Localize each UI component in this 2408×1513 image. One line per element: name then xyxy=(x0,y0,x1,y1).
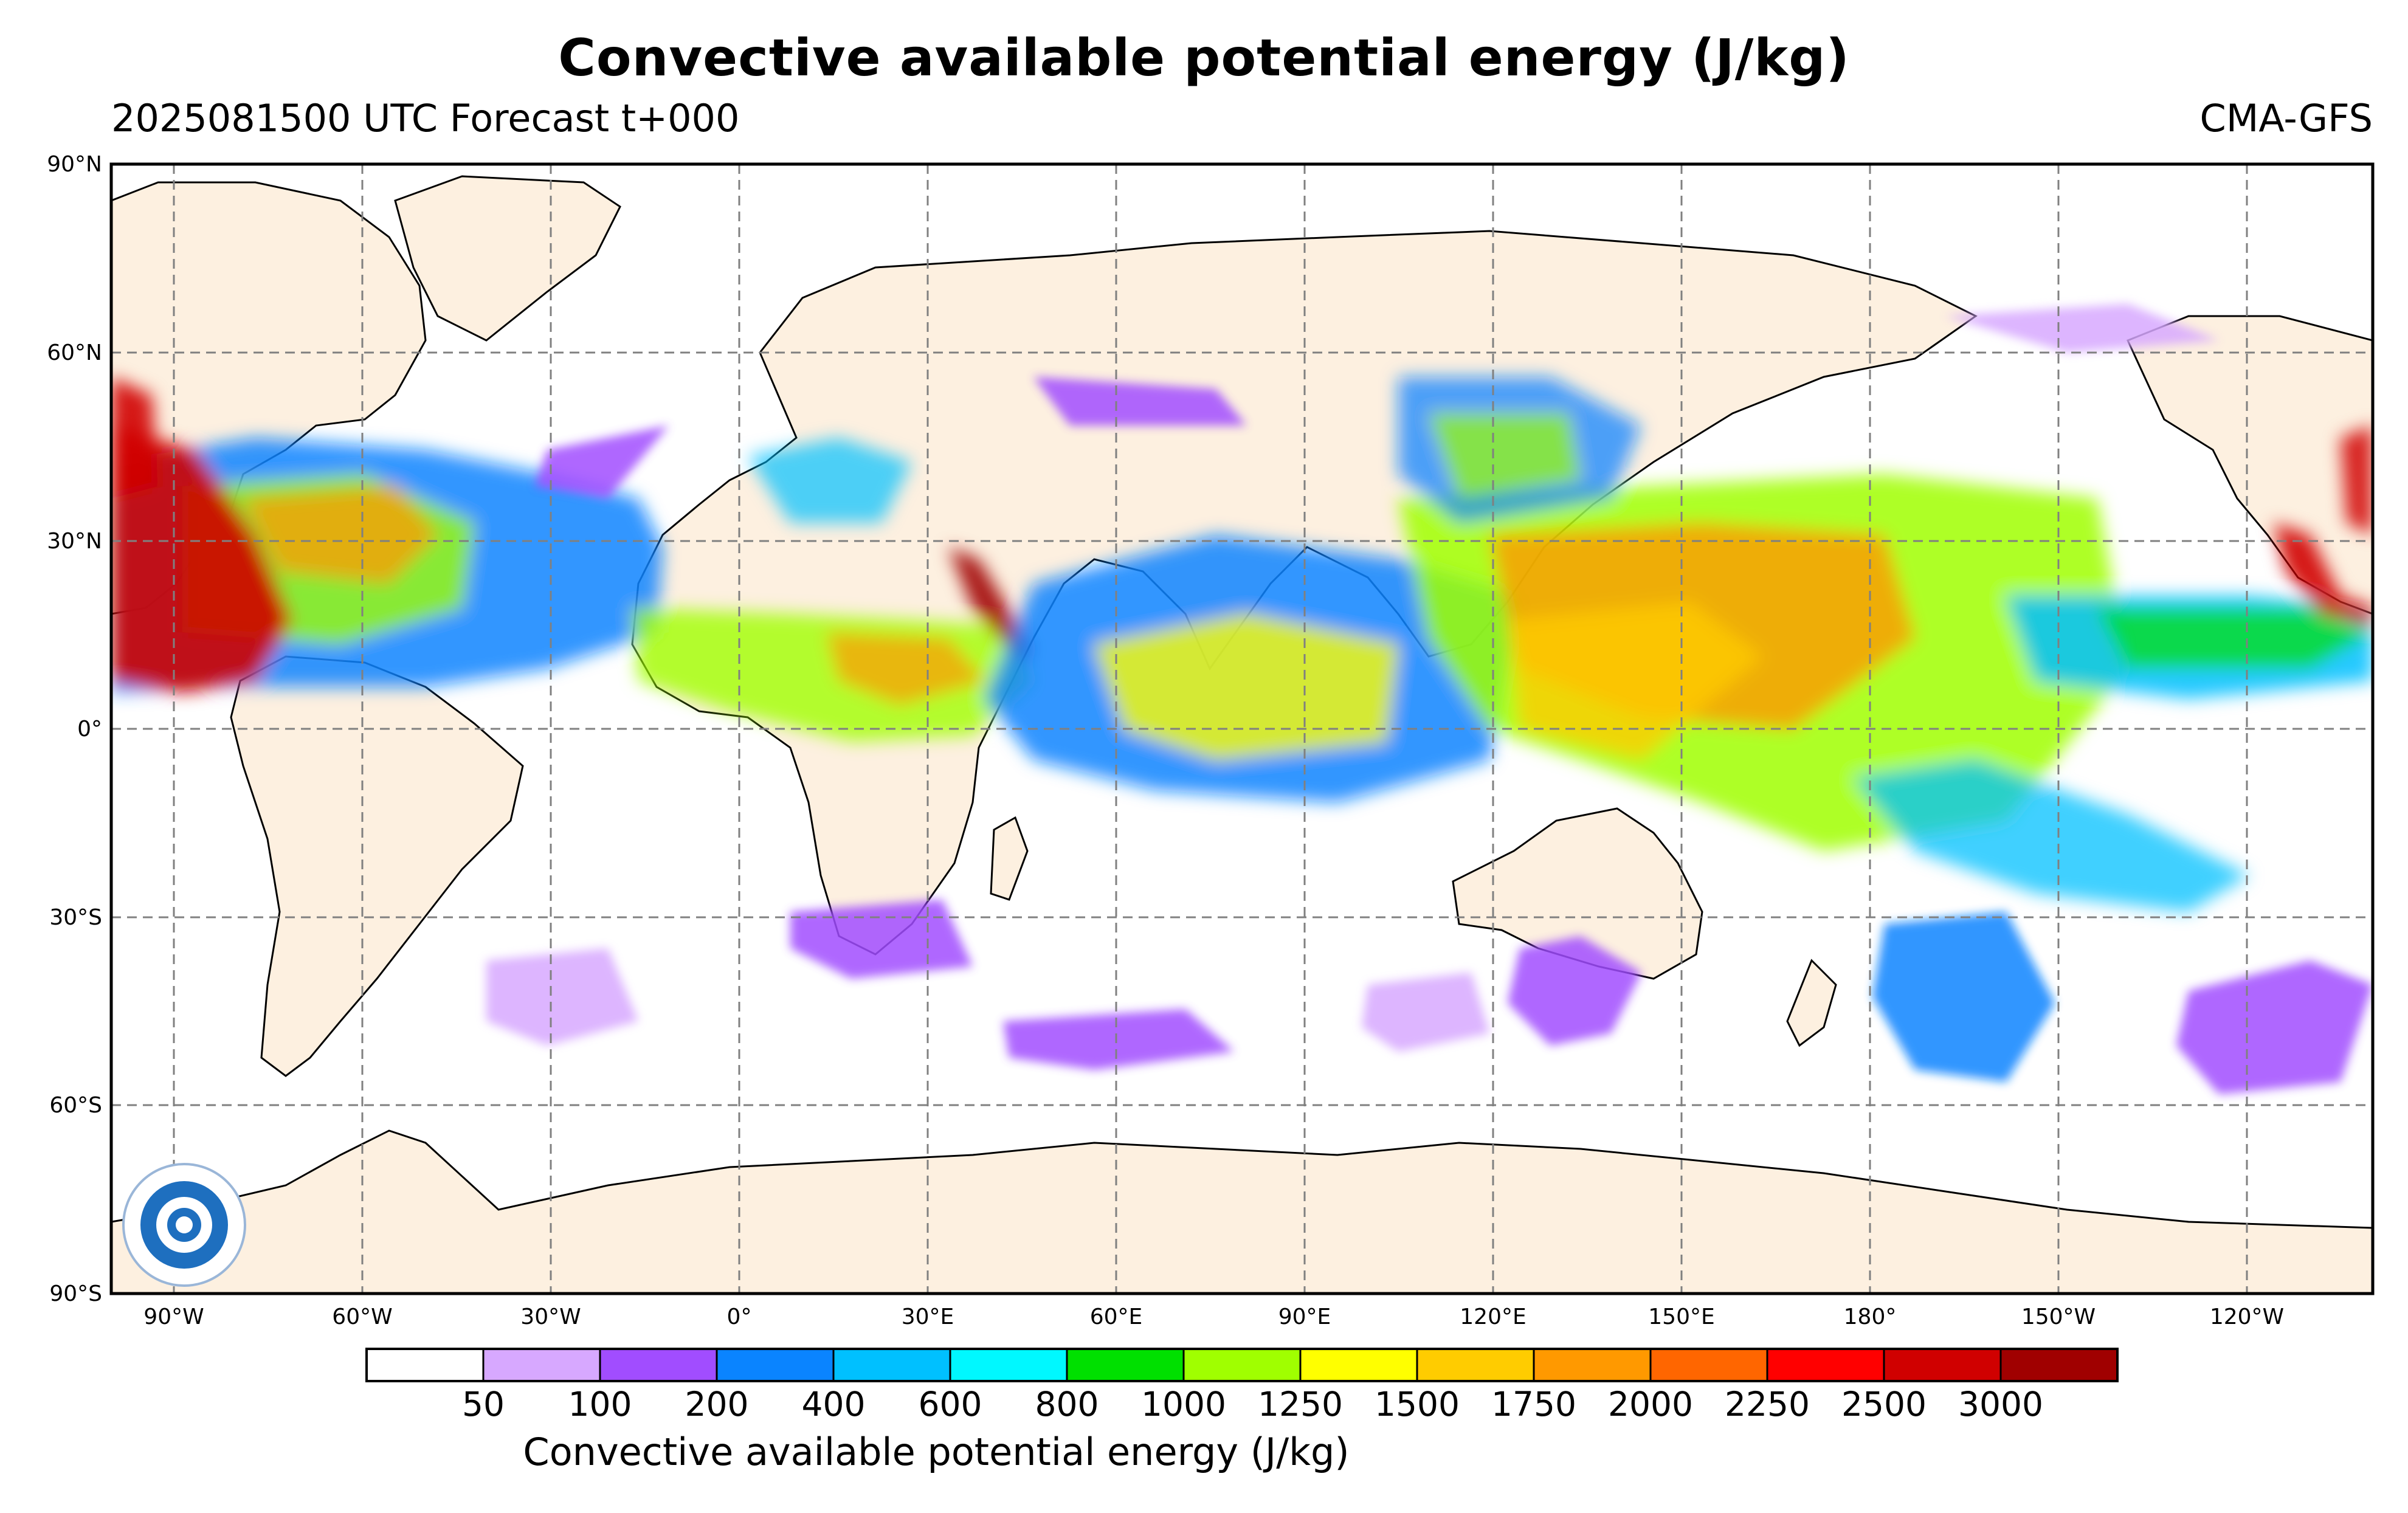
lon-label: 60°W xyxy=(332,1304,392,1329)
colorbar-cell xyxy=(599,1348,718,1382)
lat-label: 60°S xyxy=(49,1093,102,1118)
colorbar-cell xyxy=(1416,1348,1535,1382)
cape-hotspot-west-edge xyxy=(2341,426,2373,535)
cape-band-sahel-orange xyxy=(827,632,985,705)
lon-label: 60°E xyxy=(1090,1304,1143,1329)
lat-label: 30°N xyxy=(47,529,102,554)
colorbar-tick-label: 50 xyxy=(462,1385,505,1424)
greenland-land xyxy=(394,175,621,342)
lat-label: 60°N xyxy=(47,340,102,365)
colorbar-tick-label: 1000 xyxy=(1141,1385,1226,1424)
lat-label: 90°S xyxy=(49,1281,102,1306)
cape-band-east-asia-green xyxy=(1429,413,1581,498)
cape-violet-patch-7 xyxy=(1362,973,1489,1052)
cape-hotspot-caribbean xyxy=(111,426,292,693)
cape-band-east-pacific-green xyxy=(2097,608,2373,669)
chart-title: Convective available potential energy (J… xyxy=(558,28,1850,88)
lon-label: 90°W xyxy=(143,1304,204,1329)
antarctica-land xyxy=(111,1129,2373,1294)
colorbar-cell xyxy=(716,1348,835,1382)
colorbar-frame xyxy=(365,1348,2119,1382)
colorbar-tick-label: 1500 xyxy=(1375,1385,1460,1424)
cape-violet-patch-4 xyxy=(1003,1009,1234,1070)
cma-logo xyxy=(122,1163,246,1287)
colorbar-cell xyxy=(1766,1348,1885,1382)
colorbar-cell xyxy=(1533,1348,1652,1382)
colorbar-cell xyxy=(1883,1348,2002,1382)
lon-label: 120°W xyxy=(2210,1304,2284,1329)
cape-band-indian-ocean-yellow xyxy=(1094,614,1398,760)
colorbar-tick-label: 1250 xyxy=(1258,1385,1343,1424)
colorbar-cell xyxy=(832,1348,951,1382)
lat-labels: 90°N 60°N 30°N 0° 30°S 60°S 90°S xyxy=(47,152,102,1306)
colorbar xyxy=(365,1348,2119,1382)
colorbar-cell xyxy=(949,1348,1068,1382)
cape-hotspot-mexico xyxy=(2274,523,2373,626)
south-america-land xyxy=(230,655,524,1077)
cape-violet-patch-10 xyxy=(1945,304,2219,353)
colorbar-tick-label: 800 xyxy=(1035,1385,1099,1424)
new-zealand-land xyxy=(1786,959,1837,1047)
madagascar-land xyxy=(990,816,1029,901)
cape-field xyxy=(111,377,2373,912)
colorbar-tick-label: 2000 xyxy=(1608,1385,1693,1424)
colorbar-cell xyxy=(482,1348,601,1382)
colorbar-cell xyxy=(1299,1348,1418,1382)
colorbar-cell xyxy=(365,1348,485,1382)
model-name: CMA-GFS xyxy=(2199,96,2373,140)
colorbar-cell xyxy=(1999,1348,2119,1382)
lon-label: 30°E xyxy=(902,1304,954,1329)
lon-labels: 90°W 60°W 30°W 0° 30°E 60°E 90°E 120°E 1… xyxy=(143,1304,2284,1329)
cape-band-north-atlantic-orange xyxy=(243,486,438,584)
colorbar-cell xyxy=(1182,1348,1302,1382)
run-info: 2025081500 UTC Forecast t+000 xyxy=(111,96,740,140)
land-masses xyxy=(111,175,2373,1294)
colorbar-tick-label: 3000 xyxy=(1958,1385,2043,1424)
cape-violet-patch-5 xyxy=(486,948,638,1046)
colorbar-tick-label: 200 xyxy=(685,1385,749,1424)
cape-band-west-pacific-yellow xyxy=(1508,602,1763,760)
cape-violet-patch-8 xyxy=(535,426,669,498)
cape-hotspot-red-sea xyxy=(948,547,1033,663)
australia-land xyxy=(1452,807,1703,980)
cape-band-south-pacific xyxy=(1854,760,2249,912)
colorbar-title: Convective available potential energy (J… xyxy=(523,1430,1350,1474)
colorbar-tick-label: 1750 xyxy=(1491,1385,1576,1424)
cape-violet-patch-9 xyxy=(1033,377,1246,426)
lon-label: 150°E xyxy=(1648,1304,1714,1329)
lon-label: 120°E xyxy=(1460,1304,1526,1329)
lon-label: 30°W xyxy=(520,1304,581,1329)
gridlines xyxy=(111,164,2373,1294)
lon-label: 150°W xyxy=(2021,1304,2096,1329)
cape-hotspot-west-coast xyxy=(111,377,158,498)
cape-violet-patch-3 xyxy=(2176,960,2373,1094)
colorbar-cell xyxy=(1649,1348,1768,1382)
colorbar-tick-label: 2500 xyxy=(1841,1385,1927,1424)
colorbar-cell xyxy=(1066,1348,1185,1382)
lon-label: 0° xyxy=(727,1304,752,1329)
lon-label: 90°E xyxy=(1278,1304,1331,1329)
lat-label: 0° xyxy=(77,717,102,742)
lat-label: 30°S xyxy=(49,905,102,930)
cape-band-mediterranean xyxy=(748,438,912,523)
lat-label: 90°N xyxy=(47,152,102,177)
lon-label: 180° xyxy=(1844,1304,1897,1329)
colorbar-tick-label: 400 xyxy=(801,1385,866,1424)
cape-field-violet xyxy=(486,304,2373,1094)
colorbar-tick-label: 600 xyxy=(918,1385,982,1424)
cape-violet-patch-1 xyxy=(1508,936,1641,1046)
map-frame xyxy=(109,162,2375,1295)
cape-violet-patch-2 xyxy=(1872,912,2055,1082)
colorbar-tick-label: 100 xyxy=(568,1385,632,1424)
colorbar-tick-label: 2250 xyxy=(1725,1385,1810,1424)
